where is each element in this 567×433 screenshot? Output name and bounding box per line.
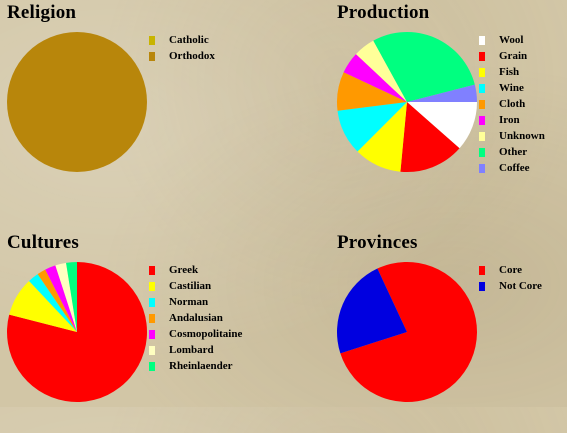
legend-swatch [149, 265, 155, 275]
legend-swatch [479, 35, 485, 45]
legend-item: Coffee [479, 160, 545, 176]
religion-legend: Catholic Orthodox [149, 32, 215, 64]
legend-item: Greek [149, 262, 242, 278]
legend-label: Grain [499, 50, 528, 62]
legend-label: Not Core [499, 280, 542, 292]
legend-label: Cloth [499, 98, 526, 110]
legend-label: Fish [499, 66, 520, 78]
legend-label: Catholic [169, 34, 209, 46]
legend-item: Wine [479, 80, 545, 96]
legend-swatch [149, 297, 155, 307]
legend-label: Andalusian [169, 312, 223, 324]
pie-slice-core [340, 262, 477, 403]
legend-item: Norman [149, 294, 242, 310]
provinces-panel: Provinces Core Not Core [330, 230, 567, 433]
legend-swatch [479, 265, 485, 275]
legend-swatch [479, 83, 485, 93]
pie-slice-wine [337, 102, 407, 152]
legend-item: Andalusian [149, 310, 242, 326]
production-panel: Production Wool Grain Fish Wine Cloth Iron Unk… [330, 0, 567, 203]
legend-item: Other [479, 144, 545, 160]
legend-label: Castilian [169, 280, 212, 292]
pie-slice-castilian [9, 280, 78, 332]
legend-swatch [149, 35, 155, 45]
legend-label: Iron [499, 114, 520, 126]
panel-title: Production [337, 2, 430, 23]
legend-item: Rheinlaender [149, 358, 242, 374]
pie-slice-norman [29, 274, 77, 332]
legend-swatch [149, 361, 155, 371]
legend-swatch [479, 281, 485, 291]
legend-item: Cosmopolitaine [149, 326, 242, 342]
legend-swatch [149, 313, 155, 323]
pie-slice-andalusian [37, 269, 77, 332]
legend-swatch [479, 67, 485, 77]
cultures-legend: Greek Castilian Norman Andalusian Cosmopolit… [149, 262, 242, 374]
legend-swatch [479, 147, 485, 157]
pie-slice-coffee [407, 84, 477, 102]
panel-title: Cultures [7, 232, 79, 253]
legend-label: Other [499, 146, 528, 158]
pie-slice-unknown [355, 40, 407, 102]
panel-title: Religion [7, 2, 77, 23]
legend-item: Cloth [479, 96, 545, 112]
legend-swatch [149, 329, 155, 339]
legend-label: Unknown [499, 130, 545, 142]
pie-slice-grain [400, 102, 460, 173]
legend-item: Fish [479, 64, 545, 80]
panel-title: Provinces [337, 232, 418, 253]
pie-slice-orthodox [7, 32, 147, 172]
production-legend: Wool Grain Fish Wine Cloth Iron Unknown Other Co… [479, 32, 545, 176]
pie-slice-wool [407, 102, 477, 149]
cultures-pie [7, 262, 148, 402]
legend-label: Lombard [169, 344, 214, 356]
pie-slice-not-core [336, 268, 407, 354]
provinces-legend: Core Not Core [479, 262, 542, 294]
provinces-pie [336, 262, 477, 403]
legend-swatch [479, 51, 485, 61]
legend-item: Catholic [149, 32, 215, 48]
legend-item: Wool [479, 32, 545, 48]
legend-label: Greek [169, 264, 199, 276]
pie-slice-greek [7, 262, 148, 402]
legend-label: Cosmopolitaine [169, 328, 243, 340]
legend-swatch [149, 345, 155, 355]
cultures-panel: Cultures Greek Castilian Norman Andalusian C… [0, 230, 283, 433]
legend-swatch [479, 131, 485, 141]
legend-label: Wool [499, 34, 524, 46]
legend-item: Castilian [149, 278, 242, 294]
legend-item: Lombard [149, 342, 242, 358]
legend-label: Coffee [499, 162, 530, 174]
legend-label: Rheinlaender [169, 360, 233, 372]
religion-panel: Religion Catholic Orthodox [0, 0, 283, 203]
pie-slice-lombard [55, 262, 77, 332]
legend-label: Wine [499, 82, 524, 94]
legend-label: Core [499, 264, 523, 276]
legend-swatch [149, 51, 155, 61]
pie-slice-other [373, 32, 475, 102]
pie-slice-fish [357, 102, 407, 172]
pie-slice-cosmopolitaine [45, 265, 77, 332]
legend-item: Core [479, 262, 542, 278]
legend-swatch [479, 115, 485, 125]
pie-slice-cloth [336, 72, 407, 111]
legend-label: Norman [169, 296, 209, 308]
legend-swatch [479, 99, 485, 109]
legend-label: Orthodox [169, 50, 215, 62]
production-pie [336, 32, 477, 173]
pie-slice-rheinlaender [66, 262, 77, 332]
pie-slice-iron [343, 54, 407, 102]
legend-item: Not Core [479, 278, 542, 294]
legend-item: Orthodox [149, 48, 215, 64]
legend-swatch [149, 281, 155, 291]
legend-item: Unknown [479, 128, 545, 144]
legend-swatch [479, 163, 485, 173]
legend-item: Grain [479, 48, 545, 64]
religion-pie [7, 32, 147, 172]
legend-item: Iron [479, 112, 545, 128]
